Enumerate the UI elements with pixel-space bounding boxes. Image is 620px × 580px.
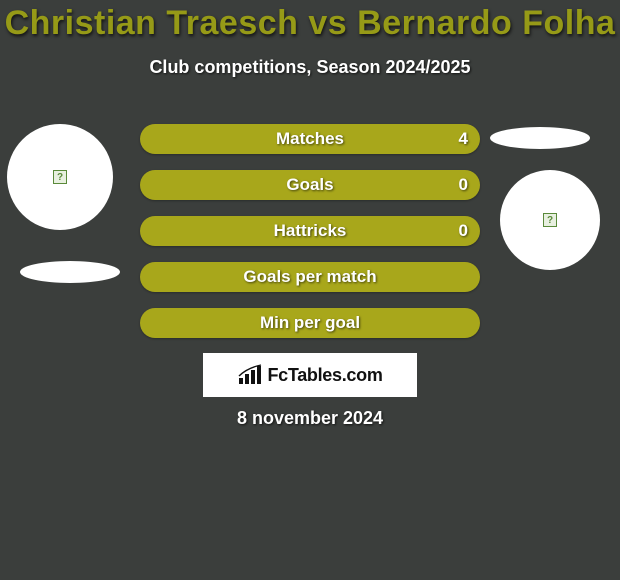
bar-chart-icon [237,364,265,386]
brand-badge: FcTables.com [203,353,417,397]
stat-label: Hattricks [274,221,347,241]
stat-row-min-per-goal: Min per goal [140,308,480,338]
stat-label: Goals [286,175,333,195]
avatar [7,124,113,230]
brand-label: FcTables.com [267,365,382,386]
stat-right-value: 0 [459,221,468,241]
stat-label: Matches [276,129,344,149]
stat-bars: Matches 4 Goals 0 Hattricks 0 Goals per … [140,124,480,354]
stat-row-goals-per-match: Goals per match [140,262,480,292]
stat-label: Min per goal [260,313,360,333]
stat-label: Goals per match [243,267,376,287]
comparison-infographic: Christian Traesch vs Bernardo Folha Club… [0,0,620,580]
stat-row-matches: Matches 4 [140,124,480,154]
stat-row-goals: Goals 0 [140,170,480,200]
stat-right-value: 4 [459,129,468,149]
player-left [7,124,113,230]
avatar [500,170,600,270]
date-label: 8 november 2024 [0,408,620,429]
image-placeholder-icon [53,170,67,184]
stat-right-value: 0 [459,175,468,195]
page-title: Christian Traesch vs Bernardo Folha [0,0,620,43]
player-left-shadow [20,261,120,283]
stat-row-hattricks: Hattricks 0 [140,216,480,246]
player-right-shadow [490,127,590,149]
image-placeholder-icon [543,213,557,227]
player-right [500,170,600,270]
subtitle: Club competitions, Season 2024/2025 [0,57,620,78]
